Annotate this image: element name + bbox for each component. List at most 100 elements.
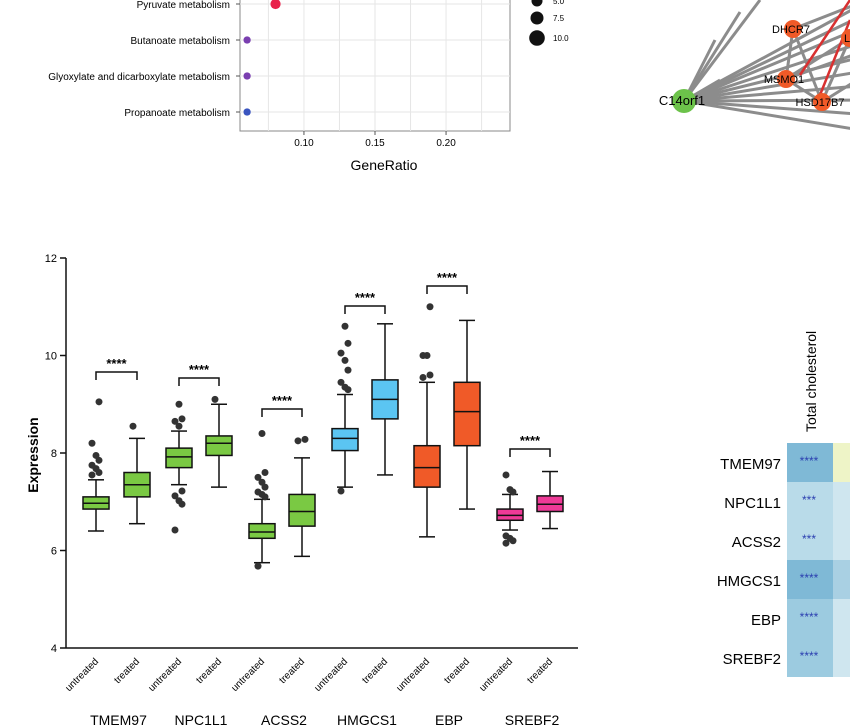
box-outlier — [171, 417, 179, 425]
dot-plot-grid — [240, 0, 510, 131]
size-legend-label: 5.0 — [553, 0, 565, 6]
dot-plot-x-axis-label: GeneRatio — [351, 157, 418, 173]
box-outlier — [254, 473, 262, 481]
box-outlier — [258, 430, 266, 437]
significance-bracket — [344, 305, 386, 314]
box-outlier — [171, 526, 179, 534]
box-condition-label: untreated — [229, 656, 267, 694]
box-outlier — [502, 471, 510, 479]
box-outlier — [258, 478, 266, 486]
dot-point — [243, 36, 251, 44]
box-condition-label: untreated — [394, 656, 432, 694]
box-condition-label: treated — [112, 656, 142, 686]
box-outlier — [337, 378, 345, 386]
box-gene-label: SREBF2 — [505, 712, 560, 728]
box-outlier — [129, 422, 137, 430]
heatmap-row-label: EBP — [751, 612, 781, 629]
box-condition-label: treated — [277, 656, 307, 686]
network-node — [777, 70, 795, 88]
box-body — [205, 435, 233, 457]
heatmap-cell-label: **** — [800, 571, 819, 585]
network-node-label: DHCR7 — [772, 24, 810, 36]
box-outlier — [254, 488, 262, 496]
box-outlier — [344, 366, 352, 374]
dot-x-tick-label: 0.10 — [294, 138, 314, 149]
network-node — [784, 20, 802, 38]
size-legend-dot — [529, 30, 545, 46]
heatmap-row-label: HMGCS1 — [717, 573, 781, 590]
significance-bracket — [95, 371, 138, 380]
heatmap-cell-label: *** — [802, 493, 816, 507]
network-edge-highlight — [798, 0, 850, 76]
significance-label: **** — [106, 356, 127, 371]
significance-label: **** — [355, 290, 376, 305]
heatmap-cell-label: **** — [800, 610, 819, 624]
network-node — [841, 29, 850, 47]
box-outlier — [254, 562, 262, 570]
box-y-ticks: 4 6 8 10 12 — [45, 253, 66, 655]
heatmap-cell-label: **** — [800, 649, 819, 663]
box-outlier — [419, 352, 427, 359]
network-edge — [683, 30, 850, 103]
box-outlier — [506, 486, 514, 494]
significance-brackets: **** **** **** **** **** **** — [95, 270, 551, 457]
network-edge — [683, 19, 850, 103]
box-body — [331, 427, 359, 452]
box-outlier — [175, 497, 183, 505]
box-outlier — [341, 322, 349, 330]
box-gene-label: TMEM97 — [90, 712, 147, 728]
heatmap-rows: TMEM97 **** NPC1L1 *** ACSS2 *** HMGCS1 **** EBP… — [717, 443, 850, 677]
network-edge — [820, 37, 850, 103]
size-legend: 5.0 7.5 10.0 — [529, 0, 569, 46]
heatmap-cell — [833, 443, 850, 482]
network-panel: C14orf1 DHCR7 MSMO1 HSD17B7 LS — [659, 0, 850, 130]
network-edge — [683, 85, 850, 103]
heatmap-cell — [787, 599, 833, 638]
box-outlier — [211, 395, 219, 403]
box-gene-label: ACSS2 — [261, 712, 307, 728]
size-legend-label: 7.5 — [553, 14, 565, 23]
box-condition-label: treated — [360, 656, 390, 686]
box-outlier — [502, 532, 510, 540]
box-y-tick-label: 8 — [51, 448, 57, 460]
box-outlier — [175, 400, 183, 408]
dot-point — [243, 108, 251, 116]
significance-label: **** — [272, 393, 293, 408]
box-gene-labels: TMEM97 NPC1L1 ACSS2 HMGCS1 EBP SREBF2 — [90, 712, 559, 728]
significance-label: **** — [189, 362, 210, 377]
dot-x-tick-label: 0.15 — [365, 138, 385, 149]
box-outlier — [337, 487, 345, 495]
heatmap-cell-label: **** — [800, 454, 819, 468]
dot-plot-panel: Pyruvate metabolism Butanoate metabolism G… — [48, 0, 569, 173]
significance-label: **** — [520, 433, 541, 448]
significance-bracket — [261, 408, 303, 417]
heatmap-cell — [787, 560, 833, 599]
box-outlier — [419, 373, 427, 381]
box-y-tick-label: 4 — [51, 643, 57, 655]
heatmap-cell-label: *** — [802, 532, 816, 546]
heatmap-cell — [833, 599, 850, 638]
network-node-label: C14orf1 — [659, 93, 705, 108]
network-node — [672, 89, 696, 113]
dot-plot-category-labels: Pyruvate metabolism Butanoate metabolism G… — [48, 0, 240, 119]
box-y-tick-label: 10 — [45, 351, 57, 363]
size-legend-dot — [530, 11, 544, 25]
box-y-axis-label: Expression — [25, 417, 41, 492]
significance-bracket — [509, 448, 551, 457]
box-body — [453, 381, 481, 447]
box-body — [288, 493, 316, 527]
dot-x-tick-label: 0.20 — [436, 138, 456, 149]
box-outlier — [178, 415, 186, 423]
dot-plot-points — [243, 0, 281, 116]
box-outlier — [426, 371, 434, 379]
dot-category-label: Pyruvate metabolism — [137, 0, 230, 11]
network-edge — [683, 71, 850, 103]
network-edge — [683, 99, 850, 115]
heatmap-cell — [787, 443, 833, 482]
heatmap-column-header: Total cholesterol — [803, 331, 819, 432]
box-outlier — [261, 469, 269, 476]
heatmap-cell — [787, 482, 833, 521]
heatmap-cell — [833, 560, 850, 599]
